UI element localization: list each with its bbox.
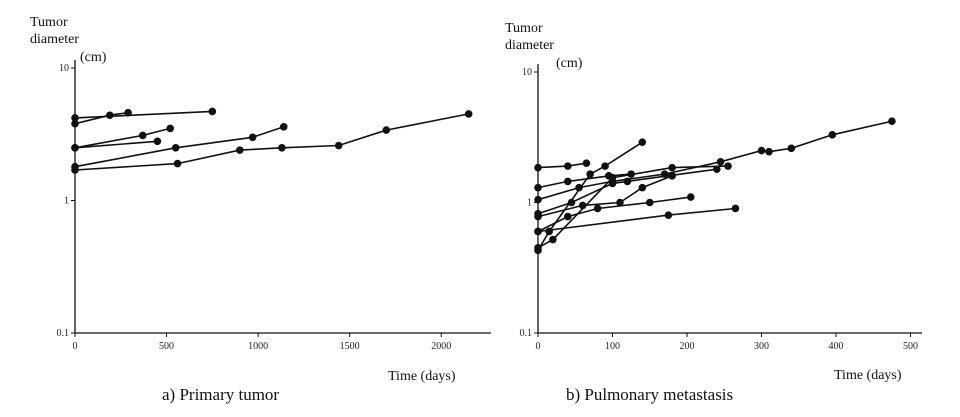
data-point [124, 108, 132, 117]
data-point [593, 204, 602, 213]
plot-area: 0 100 200 300 400 500 10 1 0.1 [520, 64, 922, 352]
data-point [278, 143, 286, 152]
x-axis-label: Time (days) [388, 369, 456, 384]
data-point [71, 119, 79, 128]
y-tick-label: 10 [522, 67, 532, 78]
data-point [71, 114, 79, 122]
data-point [638, 183, 647, 192]
y-tick-label: 0.1 [57, 328, 70, 339]
series-line-6 [74, 113, 469, 171]
data-point [166, 124, 175, 133]
data-point [208, 107, 217, 116]
y-tick-label: 0.1 [520, 328, 533, 339]
data-point [564, 212, 572, 221]
data-point [645, 198, 654, 207]
x-tick-label: 0 [73, 341, 78, 352]
data-point [534, 212, 542, 221]
y-axis-unit: (cm) [80, 50, 107, 65]
data-point [888, 117, 896, 125]
data-point [71, 143, 79, 152]
series-line-1 [537, 162, 587, 169]
data-point [236, 146, 244, 154]
data-point [586, 170, 594, 178]
data-point [668, 163, 676, 172]
y-tick-label: 1 [527, 198, 532, 209]
x-tick-label: 500 [159, 341, 174, 352]
data-point [623, 177, 632, 186]
data-point [828, 131, 837, 139]
chart-pulmonary-metastasis: Tumor diameter (cm) 0 100 200 300 400 500 10 1 0… [490, 0, 960, 417]
y-axis-unit: (cm) [556, 56, 583, 71]
data-point [731, 204, 740, 213]
data-point [664, 211, 673, 219]
data-point [464, 110, 473, 118]
data-point [534, 243, 542, 252]
data-point [575, 183, 583, 192]
x-tick-label: 2000 [431, 341, 451, 352]
data-point [716, 158, 725, 166]
data-point [564, 177, 572, 186]
series-line-2 [537, 173, 632, 189]
series-line-1 [74, 110, 213, 119]
y-axis-label-line-1: Tumor [30, 15, 68, 30]
data-point [138, 131, 147, 140]
y-tick-label: 10 [59, 63, 69, 74]
data-point [608, 173, 617, 182]
y-axis-label: Tumor diameter [30, 14, 79, 48]
data-point [153, 137, 162, 146]
data-point [105, 111, 114, 120]
x-tick-label: 1500 [340, 341, 360, 352]
x-tick-label: 1000 [248, 341, 268, 352]
x-tick-label: 400 [829, 341, 844, 352]
data-point [534, 183, 542, 192]
data-point [668, 172, 676, 180]
data-point [765, 147, 773, 156]
data-point [534, 195, 542, 204]
data-point [382, 126, 391, 134]
data-point [549, 235, 557, 244]
data-point [173, 159, 182, 168]
data-point [713, 165, 721, 173]
data-point [601, 162, 609, 170]
chart-caption: a) Primary tumor [162, 385, 280, 404]
data-point [616, 198, 624, 207]
y-axis-label: Tumor diameter [505, 20, 554, 54]
data-point [248, 133, 257, 142]
data-point [171, 143, 180, 152]
x-tick-label: 500 [903, 341, 918, 352]
data-point [608, 179, 617, 188]
y-axis-label-line-2: diameter [30, 32, 79, 47]
data-point [582, 159, 591, 168]
data-point [638, 138, 647, 146]
x-tick-label: 300 [754, 341, 769, 352]
x-tick-label: 100 [605, 341, 620, 352]
series-line-3 [537, 120, 893, 201]
data-point [787, 144, 796, 153]
data-point [757, 146, 766, 155]
y-axis-label-line-2: diameter [505, 38, 554, 53]
data-point [567, 198, 576, 207]
data-point [534, 227, 542, 236]
chart-caption: b) Pulmonary metastasis [566, 385, 734, 404]
data-point [279, 122, 288, 131]
data-point [71, 166, 79, 174]
series-line-4 [74, 140, 158, 149]
series-line-5 [74, 126, 284, 168]
data-point [686, 193, 695, 201]
data-point [534, 163, 542, 172]
y-axis-label-line-1: Tumor [505, 21, 543, 36]
data-point [545, 227, 553, 236]
data-point [724, 162, 732, 170]
chart-primary-tumor: Tumor diameter (cm) 0 500 1000 1500 2000 10 1 0… [30, 14, 491, 404]
y-tick-label: 1 [64, 196, 69, 207]
data-point [334, 141, 343, 150]
x-tick-label: 200 [680, 341, 695, 352]
x-tick-label: 0 [536, 341, 541, 352]
data-point [564, 162, 572, 170]
x-axis-label: Time (days) [834, 368, 902, 383]
series-line-8 [537, 141, 643, 251]
plot-area: 0 500 1000 1500 2000 10 1 0.1 [57, 60, 491, 352]
